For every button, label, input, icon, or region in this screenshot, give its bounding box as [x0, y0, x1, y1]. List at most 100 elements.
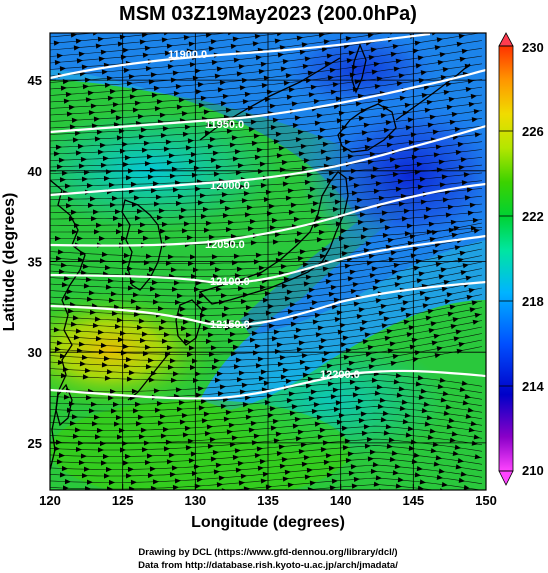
wind-arrow: [212, 449, 219, 456]
wind-arrow: [214, 267, 221, 273]
wind-arrow: [460, 270, 467, 276]
wind-arrow: [294, 507, 300, 513]
wind-arrow: [466, 294, 473, 301]
wind-arrow: [65, 91, 72, 98]
wind-arrow: [467, 210, 474, 216]
wind-arrow: [467, 498, 474, 504]
wind-arrow: [419, 479, 426, 485]
wind-arrow: [380, 417, 387, 423]
wind-arrow: [389, 456, 396, 463]
coastline-sakhalin: [351, 43, 367, 94]
wind-arrow: [468, 288, 475, 294]
wind-arrow: [343, 244, 350, 250]
wind-arrow: [56, 164, 63, 170]
wind-arrow: [95, 222, 102, 228]
wind-arrow: [294, 238, 301, 244]
wind-arrow: [78, 51, 85, 57]
wind-arrow: [344, 263, 351, 269]
wind-arrow: [355, 496, 361, 502]
wind-arrow: [132, 107, 139, 113]
wind-arrow: [292, 122, 299, 129]
wind-arrow: [84, 77, 91, 83]
wind-arrow: [256, 446, 263, 452]
wind-arrow: [170, 377, 177, 383]
wind-arrow: [423, 84, 430, 91]
wind-arrow: [354, 205, 361, 211]
wind-arrow: [255, 55, 262, 61]
wind-arrow: [346, 58, 353, 64]
wind-arrow: [224, 325, 231, 331]
cyan-band: [50, 110, 280, 230]
wind-arrow: [319, 253, 326, 259]
wind-arrow: [441, 481, 448, 488]
wind-arrow: [235, 170, 242, 176]
wind-arrow: [321, 357, 328, 363]
wind-arrow: [90, 103, 97, 109]
wind-arrow: [158, 325, 165, 331]
wind-arrow: [143, 531, 149, 536]
wind-arrow: [64, 295, 71, 301]
wind-arrow: [109, 202, 116, 208]
wind-arrow: [190, 151, 197, 158]
wind-arrow: [127, 466, 134, 473]
wind-arrow: [393, 262, 400, 268]
wind-arrow: [148, 266, 155, 272]
wind-arrow: [67, 196, 74, 202]
wind-arrow: [55, 531, 61, 536]
wind-arrow: [245, 505, 251, 511]
wind-arrow: [251, 440, 258, 446]
wind-arrow: [470, 93, 477, 100]
wind-arrow: [162, 518, 168, 523]
wind-arrow: [281, 457, 288, 463]
wind-arrow: [204, 431, 211, 437]
wind-arrow: [349, 269, 356, 275]
wind-arrow: [75, 150, 82, 156]
wind-arrow: [296, 231, 303, 237]
wind-arrow: [220, 403, 227, 409]
wind-arrow: [364, 332, 371, 338]
wind-arrow: [216, 66, 223, 72]
wind-arrow: [456, 18, 463, 24]
wind-arrow: [197, 386, 204, 392]
x-tick-label: 140: [330, 493, 352, 508]
wind-arrow: [415, 381, 422, 387]
wind-arrow: [302, 262, 309, 268]
wind-arrow: [112, 401, 119, 408]
wind-arrow: [134, 215, 141, 221]
wind-arrow: [91, 123, 98, 129]
wind-arrow: [95, 43, 102, 49]
wind-arrow: [251, 330, 258, 337]
wind-arrow: [71, 117, 78, 123]
wind-arrow: [316, 237, 323, 243]
wind-arrow: [190, 451, 197, 457]
wind-arrow: [425, 315, 432, 321]
wind-arrow: [342, 445, 349, 451]
wind-arrow: [61, 170, 68, 176]
wind-arrow: [429, 15, 436, 21]
wind-arrow: [371, 377, 378, 383]
wind-arrow: [247, 499, 253, 505]
wind-arrow: [178, 97, 185, 103]
wind-arrow: [454, 26, 461, 32]
wind-arrow: [137, 26, 143, 32]
wind-arrow: [319, 127, 326, 133]
wind-arrow: [99, 258, 106, 264]
wind-arrow: [130, 181, 137, 187]
wind-arrow: [263, 196, 270, 203]
wind-arrow: [121, 440, 128, 447]
wind-arrow: [153, 85, 160, 91]
wind-arrow: [297, 429, 304, 435]
wind-arrow: [352, 282, 359, 288]
wind-arrow: [459, 56, 466, 62]
wind-arrow: [329, 192, 336, 198]
wind-arrow: [459, 250, 466, 256]
wind-arrow: [304, 365, 311, 372]
wind-arrow: [173, 280, 180, 286]
wind-arrow: [88, 408, 95, 414]
contour-label-12150: 12150.0: [210, 319, 250, 331]
wind-arrow: [81, 176, 88, 182]
wind-arrow: [304, 474, 311, 480]
wind-arrow: [111, 310, 118, 317]
wind-arrow: [265, 310, 272, 316]
wind-arrow: [240, 298, 247, 305]
